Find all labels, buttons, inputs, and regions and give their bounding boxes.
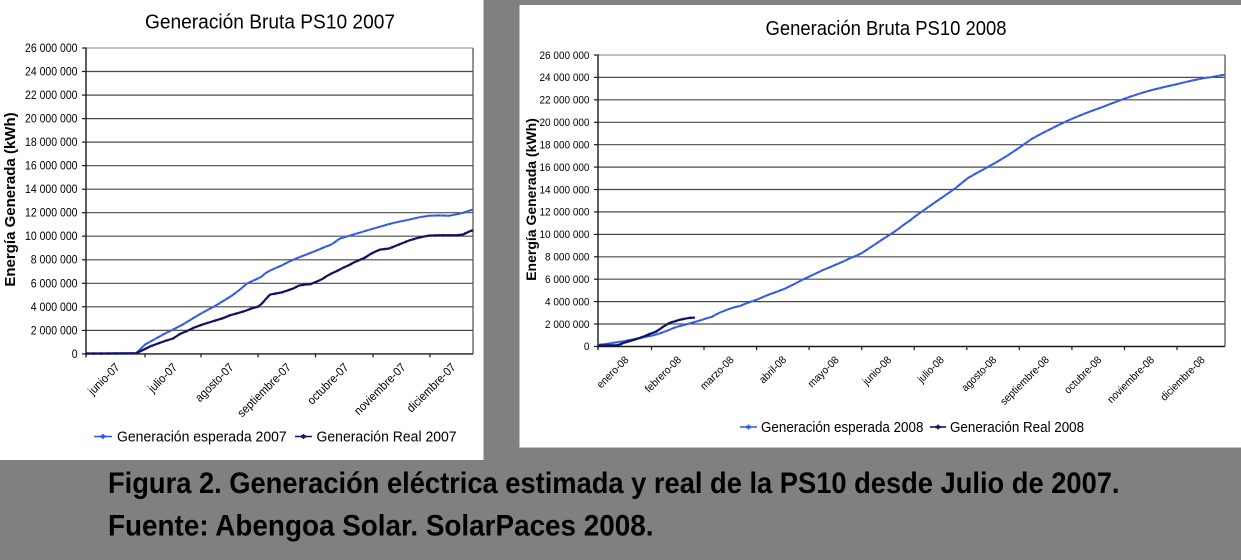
svg-text:14 000 000: 14 000 000 — [540, 184, 590, 196]
svg-text:12 000 000: 12 000 000 — [25, 208, 78, 220]
svg-text:4 000 000: 4 000 000 — [31, 302, 78, 314]
svg-text:Generación esperada 2007: Generación esperada 2007 — [117, 429, 287, 446]
svg-text:Fuente: Abengoa Solar. SolarPa: Fuente: Abengoa Solar. SolarPaces 2008. — [108, 510, 654, 543]
svg-text:16 000 000: 16 000 000 — [25, 161, 78, 173]
svg-text:Generación esperada 2008: Generación esperada 2008 — [761, 420, 923, 436]
svg-text:18 000 000: 18 000 000 — [540, 140, 590, 152]
svg-text:24 000 000: 24 000 000 — [25, 67, 78, 79]
svg-text:20 000 000: 20 000 000 — [540, 117, 590, 129]
svg-text:14 000 000: 14 000 000 — [25, 184, 78, 196]
svg-text:26 000 000: 26 000 000 — [25, 43, 78, 55]
svg-text:12 000 000: 12 000 000 — [540, 207, 590, 219]
svg-text:24 000 000: 24 000 000 — [540, 72, 590, 84]
svg-text:Energía Generada (kWh): Energía Generada (kWh) — [523, 118, 539, 281]
svg-text:4 000 000: 4 000 000 — [545, 296, 590, 308]
svg-text:Generación Real 2007: Generación Real 2007 — [317, 429, 457, 446]
svg-text:0: 0 — [584, 341, 590, 353]
svg-text:Figura 2. Generación eléctrica: Figura 2. Generación eléctrica estimada … — [108, 467, 1120, 500]
svg-text:10 000 000: 10 000 000 — [25, 231, 78, 243]
svg-text:2 000 000: 2 000 000 — [31, 325, 78, 337]
svg-text:22 000 000: 22 000 000 — [25, 90, 78, 102]
svg-text:6 000 000: 6 000 000 — [31, 278, 78, 290]
svg-text:8 000 000: 8 000 000 — [31, 255, 78, 267]
svg-text:6 000 000: 6 000 000 — [545, 274, 590, 286]
svg-text:16 000 000: 16 000 000 — [540, 162, 590, 174]
svg-text:8 000 000: 8 000 000 — [545, 252, 590, 264]
svg-text:20 000 000: 20 000 000 — [25, 114, 78, 126]
svg-text:Generación Bruta PS10 2008: Generación Bruta PS10 2008 — [766, 18, 1007, 40]
svg-text:0: 0 — [72, 349, 78, 361]
svg-text:Generación Real 2008: Generación Real 2008 — [950, 420, 1084, 436]
svg-text:18 000 000: 18 000 000 — [25, 137, 78, 149]
svg-text:10 000 000: 10 000 000 — [540, 229, 590, 241]
svg-text:26 000 000: 26 000 000 — [540, 50, 590, 62]
svg-text:Generación Bruta PS10 2007: Generación Bruta PS10 2007 — [145, 11, 395, 34]
svg-text:22 000 000: 22 000 000 — [540, 95, 590, 107]
svg-text:2 000 000: 2 000 000 — [545, 319, 590, 331]
svg-text:Energía Generada (kWh): Energía Generada (kWh) — [2, 112, 19, 286]
